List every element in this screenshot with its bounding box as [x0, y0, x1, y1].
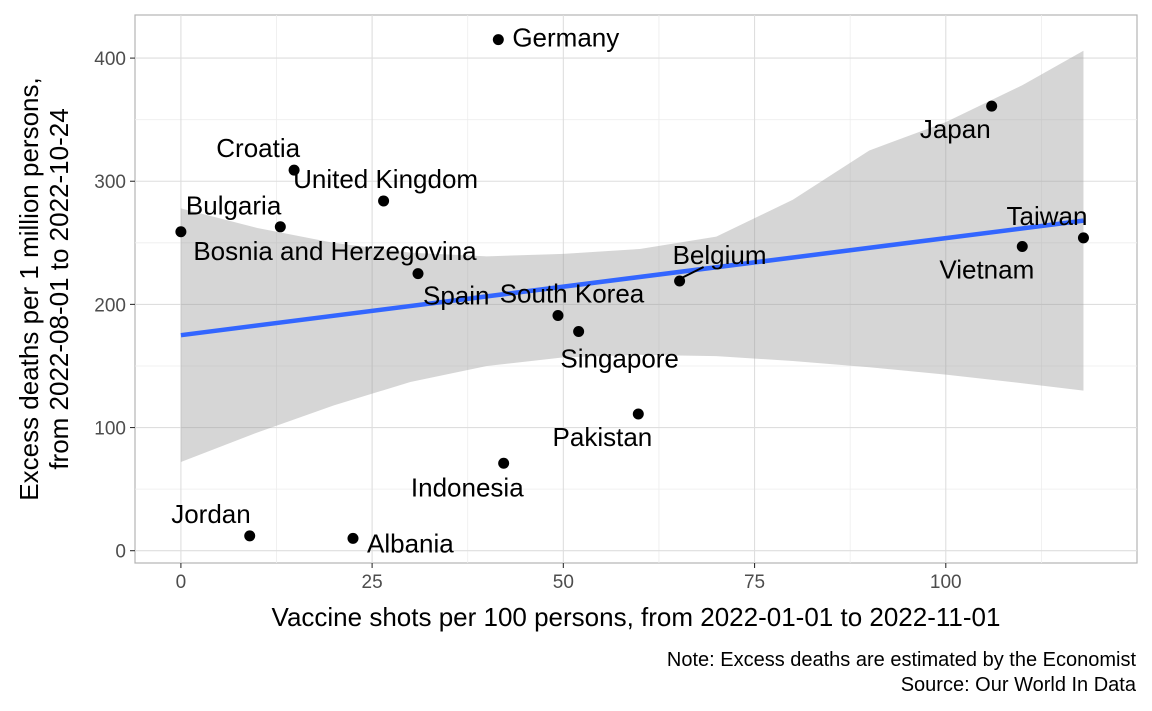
x-tick-label: 0 [176, 572, 187, 593]
point-label: Albania [367, 528, 454, 558]
confidence-band [180, 50, 1084, 463]
data-point [288, 164, 300, 176]
data-point [274, 221, 286, 233]
point-label: Indonesia [411, 472, 524, 502]
point-label: Bosnia and Herzegovina [193, 236, 477, 266]
y-axis-ticks: 0 100 200 300 400 [94, 49, 135, 563]
point-label: Germany [512, 23, 619, 53]
y-tick-label: 0 [115, 542, 126, 563]
y-tick-label: 300 [94, 172, 126, 193]
data-point [412, 268, 424, 280]
data-point [492, 34, 504, 46]
point-label: Croatia [216, 133, 300, 163]
y-tick-label: 100 [94, 419, 126, 440]
data-point [498, 457, 510, 469]
y-axis-title-line-2: from 2022-08-01 to 2022-10-24 [44, 108, 74, 469]
gridlines [135, 15, 1137, 563]
x-tick-label: 50 [553, 572, 574, 593]
point-label: Japan [920, 114, 991, 144]
data-point [573, 325, 585, 337]
confidence-band-group [180, 50, 1084, 463]
point-label: Singapore [560, 343, 679, 373]
point-label: Spain [423, 281, 490, 311]
x-tick-label: 25 [362, 572, 383, 593]
x-axis-ticks: 0 25 50 75 100 [176, 563, 962, 593]
point-label: Belgium [673, 240, 767, 270]
point-label: Taiwan [1007, 201, 1088, 231]
x-tick-label: 100 [930, 572, 962, 593]
point-label: Vietnam [939, 255, 1034, 285]
y-tick-label: 400 [94, 49, 126, 70]
data-point [347, 532, 359, 544]
caption-note: Note: Excess deaths are estimated by the… [667, 649, 1137, 671]
label-leader-line [681, 266, 705, 279]
data-point [244, 530, 256, 542]
data-point [378, 195, 390, 207]
caption-source: Source: Our World In Data [901, 674, 1137, 696]
point-label: Bulgaria [186, 191, 282, 221]
point-label: Pakistan [553, 422, 653, 452]
trend-line [180, 218, 1084, 338]
point-label: United Kingdom [293, 164, 478, 194]
point-label: South Korea [500, 278, 645, 308]
trend-line-group [180, 218, 1084, 338]
data-point [986, 100, 998, 112]
panel-background [134, 14, 1138, 564]
x-axis-title: Vaccine shots per 100 persons, from 2022… [272, 602, 1001, 632]
data-point [552, 309, 564, 321]
data-point [1077, 232, 1089, 244]
point-label: Jordan [171, 499, 251, 529]
x-tick-label: 75 [744, 572, 765, 593]
y-tick-label: 200 [94, 295, 126, 316]
data-point [1016, 241, 1028, 253]
data-point [175, 226, 187, 238]
data-point [632, 408, 644, 420]
y-axis-title-line-1: Excess deaths per 1 million persons, [14, 77, 44, 500]
y-axis-title: Excess deaths per 1 million persons, fro… [14, 77, 74, 500]
